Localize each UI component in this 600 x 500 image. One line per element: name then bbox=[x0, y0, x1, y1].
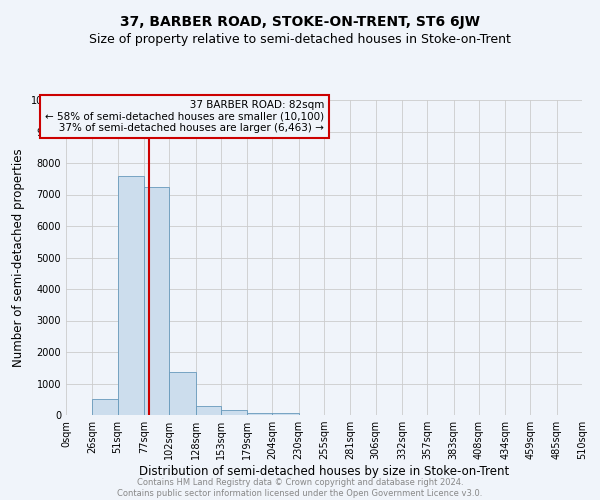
Bar bbox=[169, 372, 196, 415]
Bar bbox=[144, 186, 169, 415]
Text: 37, BARBER ROAD, STOKE-ON-TRENT, ST6 6JW: 37, BARBER ROAD, STOKE-ON-TRENT, ST6 6JW bbox=[120, 15, 480, 29]
Bar bbox=[247, 412, 272, 415]
Bar bbox=[92, 399, 118, 415]
Y-axis label: Number of semi-detached properties: Number of semi-detached properties bbox=[12, 148, 25, 367]
X-axis label: Distribution of semi-detached houses by size in Stoke-on-Trent: Distribution of semi-detached houses by … bbox=[139, 465, 509, 478]
Text: Size of property relative to semi-detached houses in Stoke-on-Trent: Size of property relative to semi-detach… bbox=[89, 32, 511, 46]
Bar bbox=[221, 410, 247, 415]
Text: Contains HM Land Registry data © Crown copyright and database right 2024.
Contai: Contains HM Land Registry data © Crown c… bbox=[118, 478, 482, 498]
Text: 37 BARBER ROAD: 82sqm
← 58% of semi-detached houses are smaller (10,100)
   37% : 37 BARBER ROAD: 82sqm ← 58% of semi-deta… bbox=[45, 100, 324, 133]
Bar bbox=[272, 414, 299, 415]
Bar bbox=[118, 176, 144, 415]
Bar bbox=[196, 406, 221, 415]
